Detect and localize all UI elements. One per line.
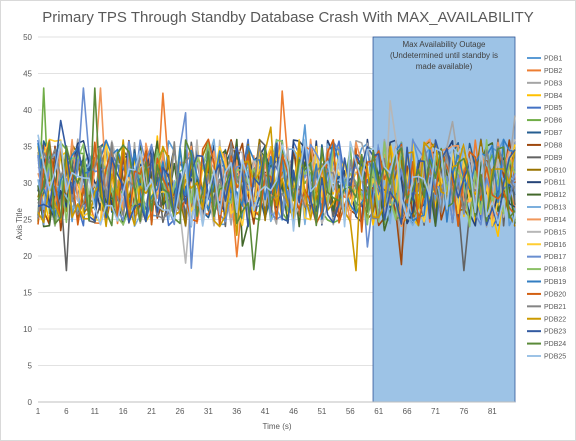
x-tick-label: 11 (91, 407, 100, 416)
legend-label: PDB17 (544, 254, 566, 261)
series-line-pdb23 (37, 119, 516, 228)
legend-label: PDB22 (544, 316, 566, 323)
legend-label: PDB3 (544, 80, 562, 87)
y-tick-label: 5 (28, 362, 33, 371)
x-tick-label: 46 (289, 407, 298, 416)
x-tick-label: 6 (64, 407, 69, 416)
chart-title: Primary TPS Through Standby Database Cra… (42, 9, 534, 26)
legend-label: PDB4 (544, 93, 562, 100)
y-axis-title: Axis Title (15, 207, 24, 240)
legend-label: PDB23 (544, 329, 566, 336)
y-tick-label: 45 (23, 70, 32, 79)
x-axis-title: Time (s) (262, 422, 291, 431)
y-tick-label: 35 (23, 143, 32, 152)
legend-label: PDB9 (544, 155, 562, 162)
outage-label-line: made available) (416, 62, 473, 71)
y-tick-label: 30 (23, 179, 32, 188)
x-tick-label: 51 (317, 407, 326, 416)
x-tick-label: 81 (488, 407, 497, 416)
y-tick-label: 10 (23, 325, 32, 334)
y-tick-label: 25 (23, 216, 32, 225)
x-tick-label: 26 (176, 407, 185, 416)
series-lines (37, 87, 516, 272)
legend-label: PDB14 (544, 217, 566, 224)
legend: PDB1 PDB2 PDB3 PDB4 PDB5 PDB6 PDB7 PDB8 PDB9 PDB1… (527, 56, 566, 361)
legend-label: PDB24 (544, 341, 566, 348)
legend-label: PDB12 (544, 192, 566, 199)
y-tick-label: 50 (23, 33, 32, 42)
x-tick-label: 21 (147, 407, 156, 416)
x-tick-label: 1 (36, 407, 41, 416)
series-line-pdb25 (37, 134, 516, 249)
legend-label: PDB11 (544, 180, 566, 187)
x-tick-label: 31 (204, 407, 213, 416)
x-tick-label: 16 (119, 407, 128, 416)
outage-label-line: Max Availability Outage (403, 40, 487, 49)
x-tick-label: 71 (431, 407, 440, 416)
legend-label: PDB20 (544, 291, 566, 298)
x-tick-label: 56 (346, 407, 355, 416)
x-tick-label: 61 (374, 407, 383, 416)
y-tick-label: 15 (23, 289, 32, 298)
y-tick-label: 20 (23, 252, 32, 261)
x-tick-label: 41 (261, 407, 270, 416)
legend-label: PDB1 (544, 56, 562, 63)
legend-label: PDB10 (544, 167, 566, 174)
legend-label: PDB21 (544, 304, 566, 311)
legend-label: PDB8 (544, 142, 562, 149)
legend-label: PDB16 (544, 242, 566, 249)
legend-label: PDB6 (544, 118, 562, 125)
legend-label: PDB19 (544, 279, 566, 286)
y-tick-label: 0 (28, 398, 33, 407)
legend-label: PDB18 (544, 267, 566, 274)
y-tick-label: 40 (23, 106, 32, 115)
legend-label: PDB7 (544, 130, 562, 137)
x-tick-label: 66 (403, 407, 412, 416)
legend-label: PDB2 (544, 68, 562, 75)
x-tick-label: 36 (232, 407, 241, 416)
legend-label: PDB13 (544, 205, 566, 212)
legend-label: PDB25 (544, 354, 566, 361)
legend-label: PDB15 (544, 229, 566, 236)
outage-label-line: (Undetermined until standby is (390, 51, 498, 60)
legend-label: PDB5 (544, 105, 562, 112)
x-tick-label: 76 (459, 407, 468, 416)
